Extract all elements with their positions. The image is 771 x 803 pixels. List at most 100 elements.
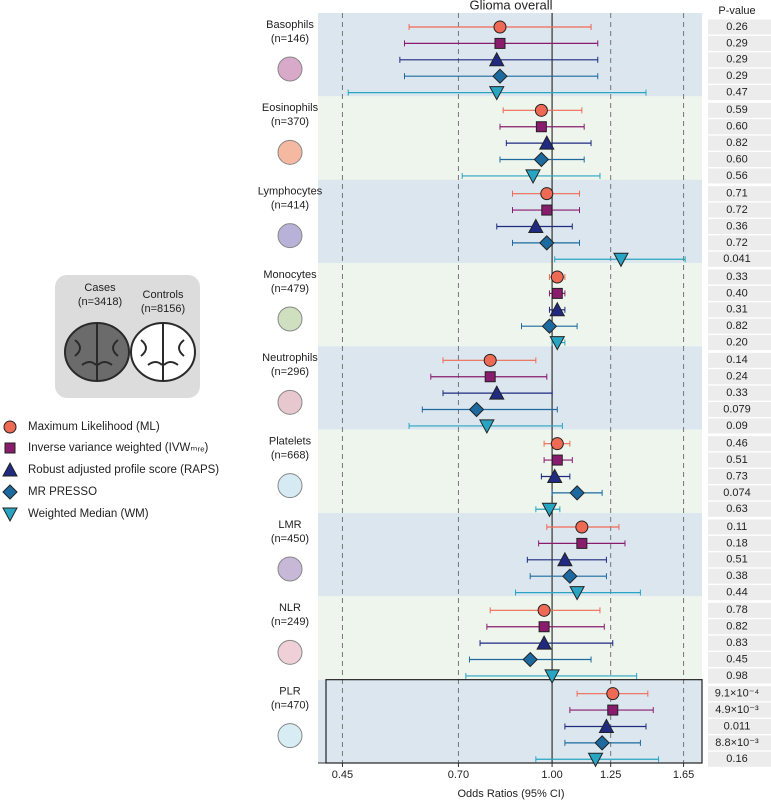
group-n: (n=296) bbox=[271, 366, 309, 378]
p-value: 9.1×10⁻⁴ bbox=[715, 688, 760, 700]
group-n: (n=414) bbox=[271, 200, 309, 212]
estimate-marker bbox=[606, 687, 620, 701]
group-band bbox=[318, 179, 702, 263]
p-cell bbox=[708, 402, 771, 418]
estimate-marker bbox=[484, 371, 496, 383]
estimate-marker bbox=[549, 336, 566, 351]
estimate-marker bbox=[594, 735, 610, 751]
p-cell bbox=[708, 168, 771, 184]
estimate-marker bbox=[522, 651, 538, 668]
group-n: (n=470) bbox=[271, 700, 309, 712]
p-value: 0.011 bbox=[724, 720, 751, 732]
p-value: 0.26 bbox=[726, 21, 747, 33]
p-cell bbox=[708, 68, 771, 84]
controls-n: (n=8156) bbox=[141, 303, 185, 315]
group-n: (n=146) bbox=[271, 33, 309, 45]
estimate-marker bbox=[468, 401, 485, 418]
estimate-marker bbox=[550, 437, 564, 451]
p-cell bbox=[708, 85, 771, 101]
p-value: 0.98 bbox=[726, 670, 747, 682]
group-band bbox=[318, 96, 702, 180]
estimate-marker bbox=[607, 704, 619, 716]
cases-n: (n=3418) bbox=[78, 296, 122, 308]
p-cell bbox=[708, 485, 771, 501]
p-value: 0.29 bbox=[726, 37, 747, 49]
p-cell bbox=[708, 452, 771, 468]
cell-icon bbox=[277, 56, 303, 82]
legend-label: Inverse variance weighted (IVWₘᵣₑ) bbox=[28, 442, 209, 454]
p-value: 0.46 bbox=[726, 438, 747, 450]
p-value: 0.079 bbox=[723, 403, 751, 415]
estimate-marker bbox=[528, 218, 544, 233]
cell-icon bbox=[277, 223, 303, 249]
p-cell bbox=[708, 751, 771, 767]
p-cell bbox=[708, 52, 771, 68]
p-cell bbox=[708, 35, 771, 51]
legend-marker bbox=[4, 442, 16, 454]
p-value: 0.36 bbox=[726, 220, 747, 232]
cell-icon bbox=[277, 389, 303, 415]
estimate-marker bbox=[549, 301, 566, 317]
p-cell bbox=[708, 652, 771, 668]
legend-label: Robust adjusted profile score (RAPS) bbox=[28, 464, 219, 476]
group-n: (n=479) bbox=[271, 283, 309, 295]
legend: Maximum Likelihood (ML) Inverse variance … bbox=[2, 420, 219, 523]
group-name: Platelets bbox=[269, 436, 312, 448]
estimate-marker bbox=[533, 151, 550, 168]
p-value: 0.38 bbox=[726, 570, 747, 582]
legend-marker bbox=[2, 507, 18, 523]
p-cell bbox=[708, 602, 771, 618]
p-cell bbox=[708, 702, 771, 718]
controls-label: Controls bbox=[143, 289, 184, 301]
legend-label: Maximum Likelihood (ML) bbox=[28, 421, 160, 433]
group-name: Basophils bbox=[266, 19, 314, 31]
estimate-marker bbox=[551, 287, 563, 299]
cell-icon bbox=[277, 556, 303, 582]
p-value: 0.20 bbox=[726, 337, 747, 349]
p-cell bbox=[708, 335, 771, 351]
estimate-marker bbox=[613, 252, 629, 268]
p-value: 0.63 bbox=[726, 503, 747, 515]
p-cell bbox=[708, 369, 771, 385]
group-band bbox=[318, 346, 702, 430]
estimate-marker bbox=[538, 135, 555, 150]
estimate-marker bbox=[534, 103, 548, 117]
cell-icon bbox=[277, 723, 303, 749]
brain-folds bbox=[140, 324, 185, 380]
p-value: 0.24 bbox=[726, 371, 747, 383]
p-value: 0.72 bbox=[726, 237, 747, 249]
p-value: 0.47 bbox=[726, 87, 747, 99]
p-value: 0.45 bbox=[726, 653, 747, 665]
p-value: 0.44 bbox=[726, 587, 747, 599]
highlight-box bbox=[325, 679, 703, 764]
group-band bbox=[318, 13, 702, 97]
p-value: 0.29 bbox=[726, 54, 747, 66]
estimate-marker bbox=[540, 187, 554, 201]
p-cell bbox=[708, 568, 771, 584]
p-cell bbox=[708, 202, 771, 218]
p-cell bbox=[708, 718, 771, 734]
group-name: Lymphocytes bbox=[258, 186, 323, 198]
p-cell bbox=[708, 302, 771, 318]
group-name: Monocytes bbox=[263, 269, 317, 281]
cell-icon bbox=[277, 473, 303, 499]
legend-label: Weighted Median (WM) bbox=[28, 508, 149, 520]
plot: 0.45 0.70 1.00 1.25 1.65 Basophils (n=146) 0.26… bbox=[258, 13, 771, 781]
group-name: NLR bbox=[279, 602, 301, 614]
estimate-marker bbox=[492, 68, 508, 84]
group-n: (n=668) bbox=[271, 450, 309, 462]
p-value: 0.14 bbox=[726, 354, 747, 366]
estimate-marker bbox=[525, 169, 541, 184]
estimate-marker bbox=[493, 20, 507, 34]
estimate-marker bbox=[535, 121, 547, 133]
p-cell bbox=[708, 468, 771, 484]
legend-marker bbox=[2, 484, 18, 500]
p-value: 0.60 bbox=[726, 121, 747, 133]
p-value: 0.33 bbox=[726, 271, 747, 283]
p-cell bbox=[708, 119, 771, 135]
p-cell bbox=[708, 186, 771, 202]
estimate-marker bbox=[488, 385, 505, 400]
p-value: 0.72 bbox=[726, 204, 747, 216]
p-value: 0.31 bbox=[726, 304, 747, 316]
